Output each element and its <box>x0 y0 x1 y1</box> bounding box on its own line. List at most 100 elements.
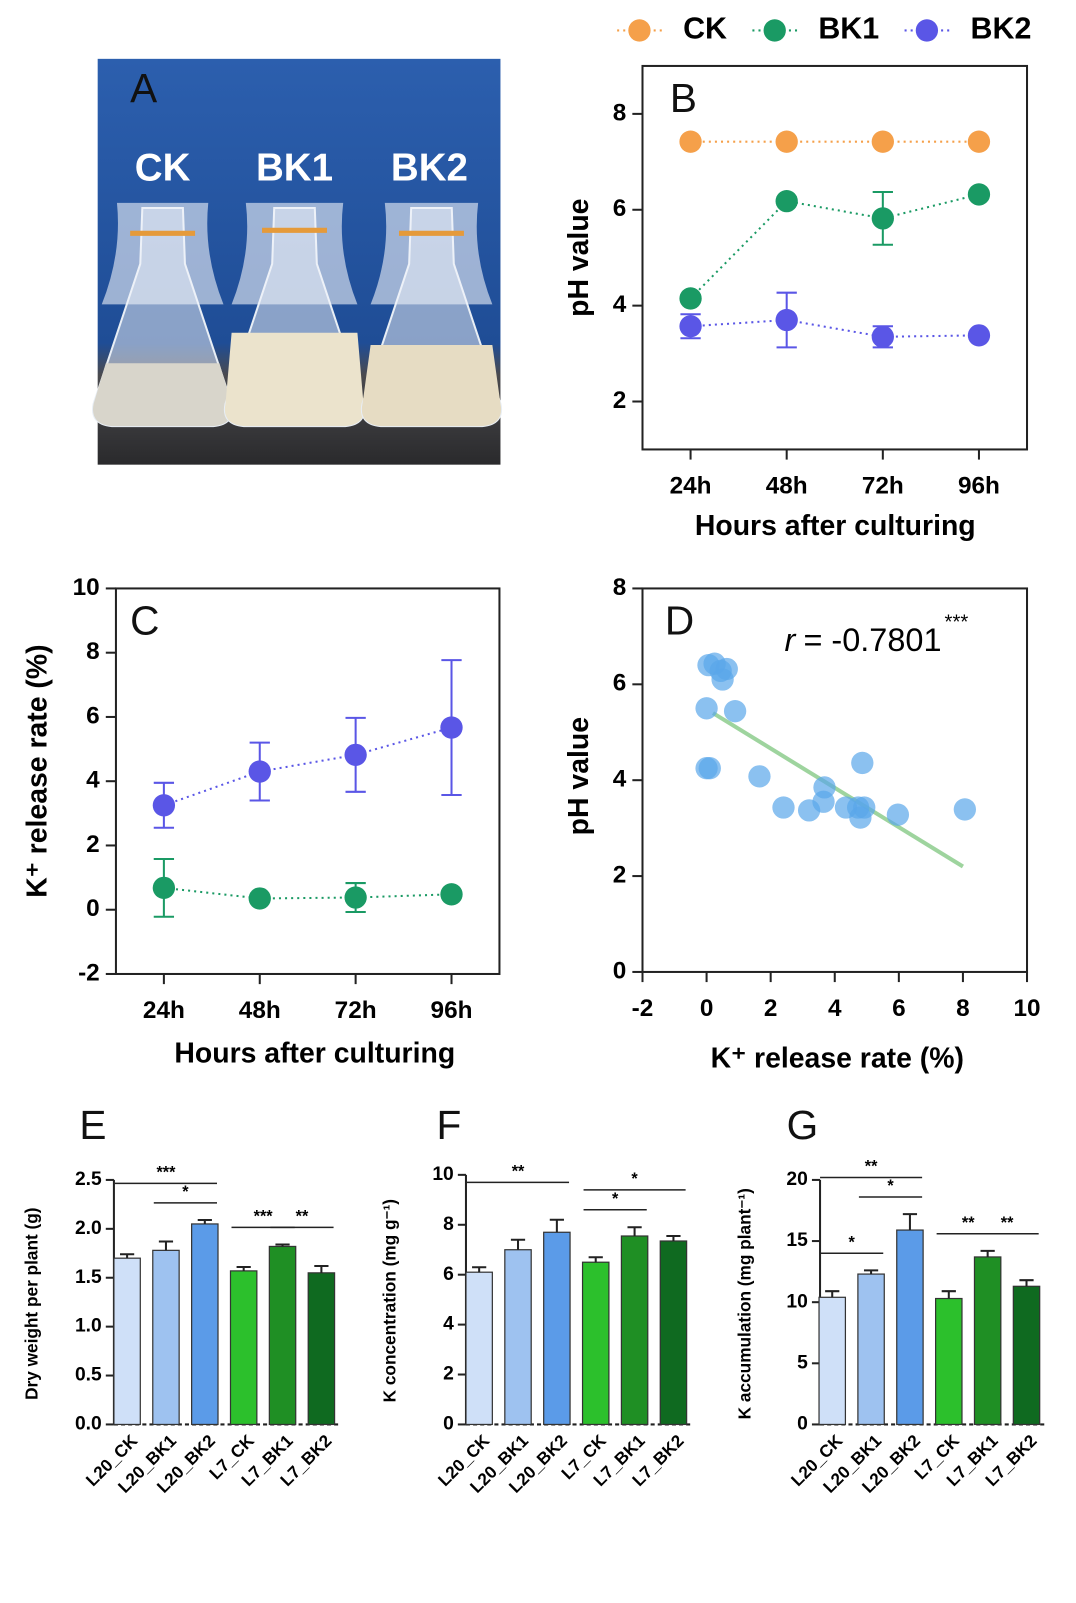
error-bar <box>158 1240 174 1251</box>
error-bar <box>1019 1279 1034 1287</box>
data-point <box>967 183 991 206</box>
x-tick-label: 72h <box>335 997 377 1024</box>
significance-label: * <box>182 1183 189 1201</box>
x-axis-title: Hours after culturing <box>174 1038 455 1070</box>
y-tick-label: 8 <box>443 1214 454 1235</box>
annotation: = -0.7801 <box>803 622 941 658</box>
bar <box>620 1235 649 1426</box>
significance-label: ** <box>962 1214 975 1232</box>
significance-label: *** <box>254 1208 274 1226</box>
y-tick-label: 8 <box>613 574 627 601</box>
y-tick-label: 0.5 <box>75 1365 102 1386</box>
y-tick-label: 2 <box>613 387 627 414</box>
y-tick-label: 1.0 <box>75 1316 102 1337</box>
panel-label: F <box>437 1102 462 1148</box>
y-tick-label: 4 <box>613 766 627 793</box>
data-point <box>851 751 874 775</box>
error-bar <box>941 1290 956 1299</box>
series-line <box>689 193 980 300</box>
legend-marker <box>628 19 651 42</box>
significance-label: ** <box>296 1208 309 1226</box>
data-point <box>953 798 977 821</box>
bar <box>818 1296 847 1426</box>
bar <box>229 1270 258 1426</box>
y-axis-title: Dry weight per plant (g) <box>21 1207 41 1399</box>
x-tick-label: 48h <box>766 472 808 499</box>
x-tick-label: 4 <box>828 995 842 1022</box>
panel-label: A <box>130 65 157 111</box>
data-point <box>871 207 894 230</box>
significance-label: ** <box>865 1158 878 1176</box>
y-tick-label: -2 <box>78 959 100 986</box>
x-tick-label: 96h <box>431 997 473 1024</box>
data-point <box>812 790 835 813</box>
bar <box>973 1256 1002 1426</box>
y-tick-label: 8 <box>86 638 100 665</box>
legend-marker <box>763 19 786 42</box>
bar <box>1012 1285 1041 1426</box>
error-bar <box>120 1253 135 1259</box>
x-tick-label: -2 <box>632 995 654 1022</box>
data-point <box>871 325 894 348</box>
error-bar <box>275 1243 290 1247</box>
panel-label: C <box>130 598 159 644</box>
error-bar <box>314 1264 329 1273</box>
data-point <box>775 130 798 153</box>
data-point <box>748 765 771 788</box>
data-point <box>344 743 367 767</box>
annotation-stars: *** <box>945 611 969 633</box>
y-tick-label: 0 <box>443 1414 454 1435</box>
y-tick-label: 2.0 <box>75 1218 102 1239</box>
error-bar <box>627 1226 642 1237</box>
bar <box>307 1272 336 1426</box>
y-tick-label: 10 <box>432 1164 453 1185</box>
error-bar <box>236 1265 251 1271</box>
data-point <box>723 700 747 723</box>
plot-frame <box>641 64 1029 451</box>
y-tick-label: 4 <box>613 291 627 318</box>
data-point <box>698 757 721 780</box>
y-axis-title: K accumulation (mg plant⁻¹) <box>735 1188 755 1419</box>
data-point <box>775 308 798 332</box>
x-axis-title: K⁺ release rate (%) <box>711 1043 964 1075</box>
y-tick-label: 4 <box>443 1314 454 1335</box>
photo-label: BK2 <box>391 147 468 190</box>
series-line <box>163 726 452 807</box>
significance-label: *** <box>156 1163 176 1181</box>
x-tick-label: 24h <box>670 472 712 499</box>
y-axis-title: K⁺ release rate (%) <box>21 644 53 897</box>
data-point <box>775 189 798 213</box>
y-tick-label: 2 <box>443 1364 454 1385</box>
panel-label: D <box>665 598 694 644</box>
error-bar <box>472 1266 487 1273</box>
data-point <box>853 796 876 819</box>
x-tick-label: 6 <box>892 995 906 1022</box>
y-tick-label: 6 <box>613 670 627 697</box>
data-point <box>711 668 734 691</box>
annotation: r <box>785 622 797 658</box>
y-tick-label: 0.0 <box>75 1414 102 1435</box>
bar <box>465 1271 493 1426</box>
data-point <box>248 760 271 783</box>
trend-line <box>711 711 964 869</box>
error-bar <box>197 1219 212 1224</box>
bar <box>268 1245 297 1426</box>
y-tick-label: 2 <box>86 831 100 858</box>
significance-label: * <box>887 1177 894 1195</box>
data-point <box>679 315 702 338</box>
data-point <box>152 794 176 817</box>
y-tick-label: 15 <box>786 1230 808 1251</box>
series-line <box>163 886 452 900</box>
bar <box>581 1261 610 1426</box>
legend-label: BK2 <box>971 11 1032 45</box>
y-tick-label: 0 <box>86 895 100 922</box>
y-tick-label: 4 <box>86 767 100 794</box>
flask <box>223 202 366 428</box>
data-point <box>248 887 271 910</box>
bar <box>896 1229 924 1426</box>
y-tick-label: 6 <box>613 195 627 222</box>
y-tick-label: 1.5 <box>75 1267 102 1288</box>
panel-label: B <box>670 75 697 121</box>
x-tick-label: 0 <box>700 995 714 1022</box>
